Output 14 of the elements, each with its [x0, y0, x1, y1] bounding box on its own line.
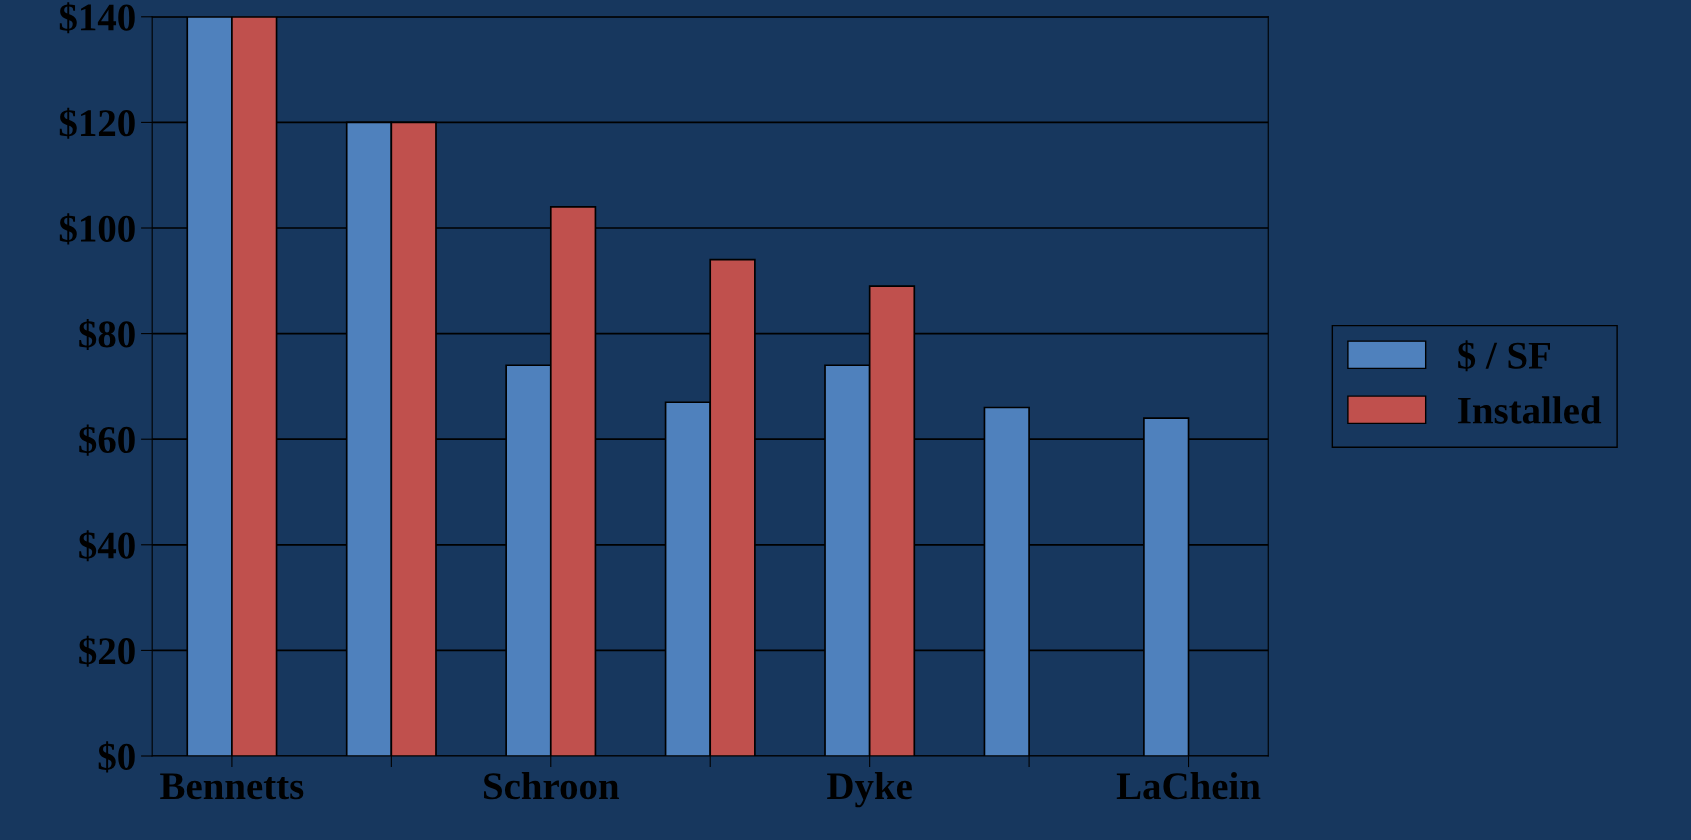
y-tick-label: $120 — [59, 107, 135, 139]
y-tick-label: $80 — [79, 318, 135, 351]
y-tick-label: $40 — [79, 530, 135, 562]
y-tick-label: $60 — [79, 424, 135, 456]
x-tick-label: Schroon — [484, 771, 620, 800]
y-tick-label: $100 — [59, 213, 135, 245]
y-tick-label: $20 — [79, 635, 135, 667]
x-tick-label: Dyke — [827, 771, 912, 808]
x-tick-label: LaChein — [1116, 771, 1261, 800]
x-tick-label: Bennetts — [160, 773, 304, 800]
y-tick-label: $0 — [98, 741, 135, 773]
legend-label: $ / SF — [1458, 340, 1550, 372]
y-tick-label: $140 — [59, 2, 135, 34]
legend-label: Installed — [1458, 396, 1602, 424]
